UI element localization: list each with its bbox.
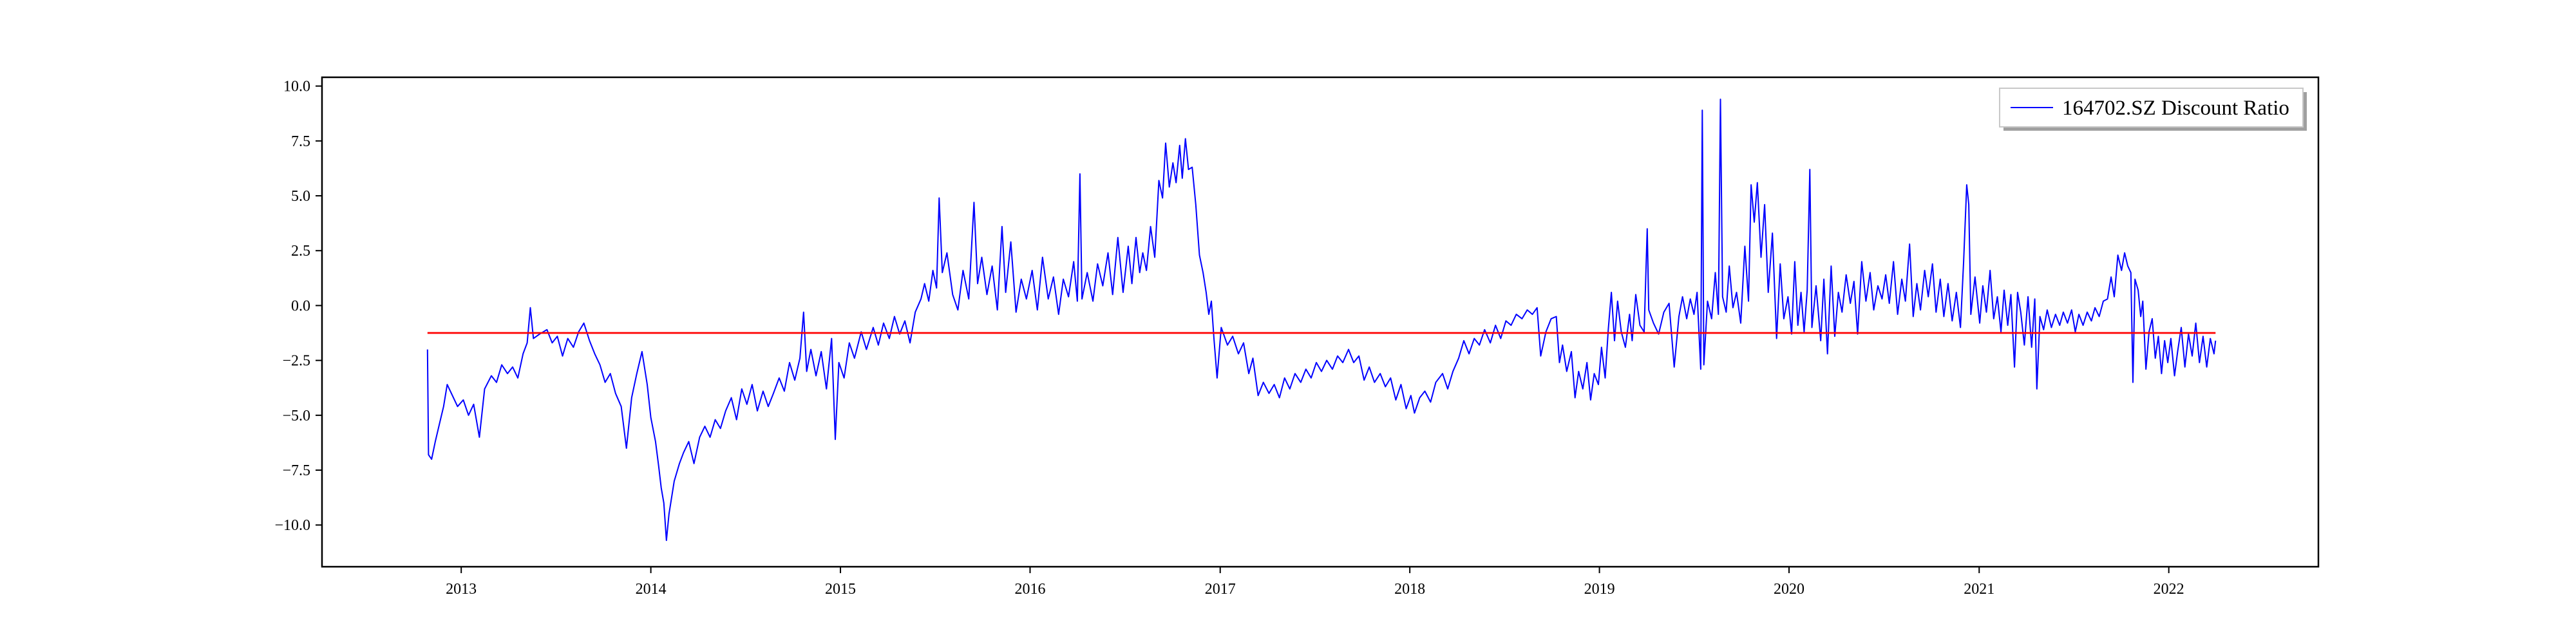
x-tick-label: 2021 (1964, 581, 1994, 598)
legend: 164702.SZ Discount Ratio (1999, 88, 2307, 131)
x-tick-label: 2019 (1584, 581, 1615, 598)
x-tick-label: 2016 (1014, 581, 1045, 598)
y-tick-label: 2.5 (291, 243, 310, 260)
y-tick-label: 0.0 (291, 298, 310, 314)
y-tick-label: −2.5 (282, 353, 310, 370)
y-axis: 10.0 7.5 5.0 2.5 0.0 −2.5 −5.0 −7.5 −10.0 (274, 79, 322, 534)
x-tick-label: 2015 (825, 581, 856, 598)
plot-area-frame (321, 76, 2320, 568)
y-tick-label: −5.0 (282, 408, 310, 424)
discount-ratio-series-line (426, 99, 2217, 542)
x-axis: 2013 2014 2015 2016 2017 2018 2019 2020 2021 2022 (446, 567, 2184, 598)
x-tick-label: 2020 (1774, 581, 1804, 598)
y-tick-label: −7.5 (282, 462, 310, 479)
y-tick-label: 10.0 (283, 79, 310, 95)
x-tick-label: 2018 (1394, 581, 1425, 598)
x-tick-label: 2014 (636, 581, 667, 598)
x-tick-label: 2022 (2154, 581, 2184, 598)
legend-label: 164702.SZ Discount Ratio (2062, 97, 2289, 120)
x-tick-label: 2017 (1205, 581, 1236, 598)
y-tick-label: 5.0 (291, 188, 310, 205)
y-tick-label: −10.0 (274, 517, 310, 534)
y-tick-label: 7.5 (291, 133, 310, 150)
x-tick-label: 2013 (446, 581, 477, 598)
